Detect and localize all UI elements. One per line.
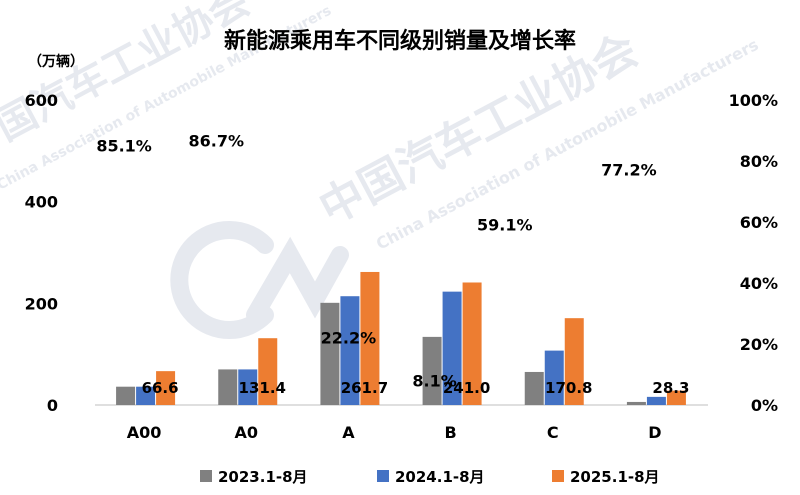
right-y-tick-label: 80% (740, 152, 778, 171)
left-y-tick-label: 200 (25, 294, 58, 313)
category-label-A00: A00 (127, 423, 162, 442)
category-label-C: C (547, 423, 559, 442)
growth-rate-labels: 85.1% 86.7% 22.2% 8.1% 59.1% 77.2% (96, 132, 656, 391)
legend: 2023.1-8月 2024.1-8月 2025.1-8月 (200, 468, 660, 486)
category-label-D: D (648, 423, 661, 442)
growth-label-D: 77.2% (601, 161, 657, 180)
growth-label-A00: 85.1% (96, 136, 152, 155)
value-label-A00: 66.6 (142, 379, 179, 397)
bar-B-series-1 (422, 336, 442, 405)
bar-C-series-3 (564, 318, 584, 405)
right-y-tick-label: 60% (740, 213, 778, 232)
bar-C-series-1 (524, 371, 544, 405)
y-axis-unit-label: （万辆） (28, 53, 84, 70)
bar-A-series-2 (340, 296, 360, 405)
left-y-tick-label: 400 (25, 193, 58, 212)
growth-label-C: 59.1% (477, 216, 533, 235)
value-label-A: 261.7 (341, 379, 388, 397)
right-y-tick-label: 20% (740, 335, 778, 354)
bar-A0-series-1 (218, 369, 238, 405)
bar-B-series-3 (462, 282, 482, 405)
left-y-axis: 0 200 400 600 (25, 91, 58, 415)
left-y-tick-label: 600 (25, 91, 58, 110)
growth-label-B: 8.1% (412, 371, 456, 390)
right-y-tick-label: 100% (729, 91, 778, 110)
legend-swatch-1 (200, 470, 212, 482)
watermark-logo (170, 221, 349, 339)
category-label-A: A (342, 423, 355, 442)
right-y-tick-label: 0% (751, 396, 778, 415)
right-y-axis: 0% 20% 40% 60% 80% 100% (729, 91, 778, 415)
legend-label-1: 2023.1-8月 (218, 468, 308, 486)
bar-A0-series-2 (238, 369, 258, 405)
value-label-C: 170.8 (545, 379, 592, 397)
bar-B-series-2 (442, 291, 462, 405)
category-labels: A00 A0 A B C D (127, 423, 662, 442)
growth-label-A0: 86.7% (188, 132, 244, 151)
legend-swatch-2 (377, 470, 389, 482)
value-label-A0: 131.4 (239, 379, 286, 397)
growth-label-A: 22.2% (321, 328, 377, 347)
value-label-D: 28.3 (652, 379, 689, 397)
left-y-tick-label: 0 (47, 396, 58, 415)
bar-C-series-2 (544, 350, 564, 405)
category-label-B: B (444, 423, 456, 442)
bar-A00-series-1 (116, 386, 136, 405)
value-label-B: 241.0 (443, 379, 490, 397)
bar-D-series-2 (646, 396, 666, 405)
value-labels: 66.6 131.4 261.7 241.0 170.8 28.3 (142, 379, 690, 397)
bar-A00-series-3 (156, 371, 176, 405)
right-y-tick-label: 40% (740, 274, 778, 293)
bar-A-series-1 (320, 302, 340, 405)
bar-A0-series-3 (258, 338, 278, 405)
category-label-A0: A0 (234, 423, 258, 442)
legend-label-3: 2025.1-8月 (570, 468, 660, 486)
bar-A-series-3 (360, 271, 380, 405)
bar-D-series-3 (666, 390, 686, 405)
legend-swatch-3 (552, 470, 564, 482)
chart-title: 新能源乘用车不同级别销量及增长率 (224, 28, 576, 54)
bars (116, 271, 686, 405)
legend-label-2: 2024.1-8月 (395, 468, 485, 486)
bar-A00-series-2 (136, 386, 156, 405)
bar-D-series-1 (626, 401, 646, 405)
